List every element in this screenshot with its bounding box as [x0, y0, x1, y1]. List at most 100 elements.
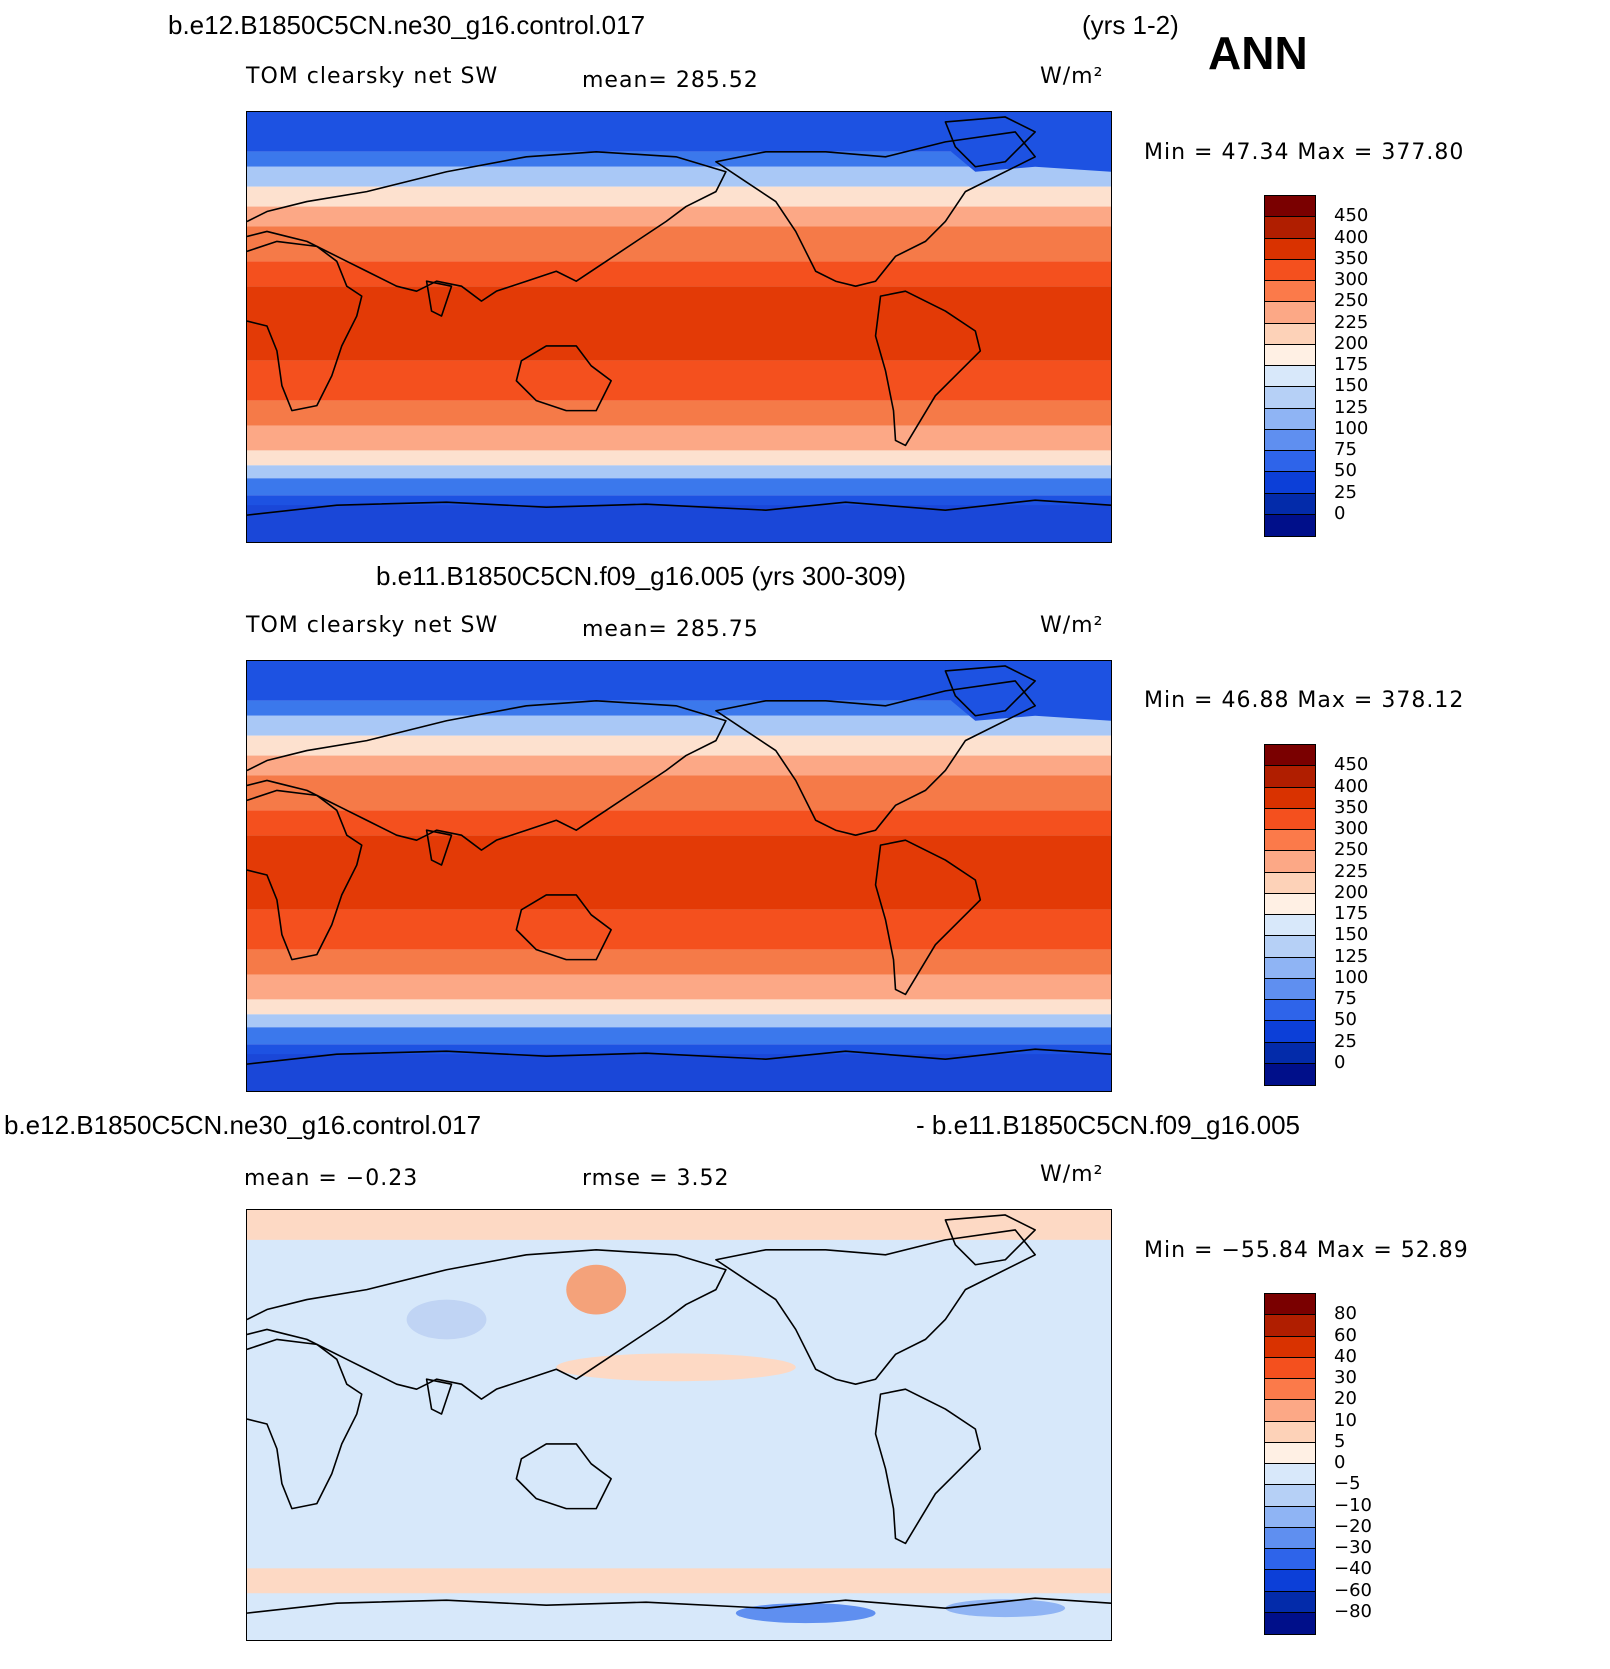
colorbar-swatch: [1265, 830, 1315, 852]
colorbar-swatch: [1265, 281, 1315, 303]
colorbar-tick-label: −60: [1334, 1579, 1372, 1601]
colorbar-tick-label: 400: [1334, 775, 1369, 797]
colorbar-swatch: [1265, 429, 1315, 451]
minmax-label: Min = 46.88 Max = 378.12: [1144, 688, 1465, 713]
colorbar-swatch: [1265, 196, 1315, 218]
colorbar-tick-label: 50: [1334, 1009, 1357, 1031]
colorbar-tick-label: 300: [1334, 818, 1369, 839]
colorbar-swatch: [1265, 808, 1315, 830]
colorbar-tick-label: 30: [1334, 1367, 1357, 1388]
variable-label: TOM clearsky net SW: [246, 613, 499, 638]
colorbar-tick-label: 125: [1334, 945, 1369, 967]
colorbar-swatch: [1265, 366, 1315, 388]
sw-field: [247, 112, 1111, 542]
colorbar-swatch: [1265, 1612, 1315, 1634]
colorbar-tick-label: 200: [1334, 332, 1369, 354]
colorbar-swatch: [1265, 344, 1315, 366]
colorbar-swatch: [1265, 493, 1315, 515]
colorbar-tick-label: 25: [1334, 1030, 1357, 1052]
colorbar-tick-label: 80: [1334, 1303, 1357, 1325]
colorbar-tick-label: 150: [1334, 924, 1369, 946]
colorbar-tick-label: 225: [1334, 311, 1369, 333]
case1-title: b.e12.B1850C5CN.ne30_g16.control.017: [168, 10, 646, 40]
colorbar-tick-label: 300: [1334, 269, 1369, 290]
colorbar-tick-label: −30: [1334, 1537, 1372, 1558]
colorbar-swatch: [1265, 1063, 1315, 1085]
diff-title-right: - b.e11.B1850C5CN.f09_g16.005: [916, 1110, 1301, 1140]
colorbar-swatch: [1265, 1336, 1315, 1358]
colorbar-swatch: [1265, 1421, 1315, 1443]
sw-field: [247, 661, 1111, 1091]
colorbar-tick-label: 0: [1334, 502, 1346, 524]
map-svg: [247, 1210, 1111, 1640]
colorbar-tick-label: 0: [1334, 1452, 1346, 1473]
colorbar-tick-label: 20: [1334, 1388, 1357, 1410]
years-label: (yrs 1-2): [1082, 10, 1179, 40]
colorbar-tick-label: 450: [1334, 205, 1369, 227]
colorbar-swatch: [1265, 1000, 1315, 1022]
colorbar-tick-label: 75: [1334, 988, 1357, 1009]
colorbar-tick-label: 25: [1334, 481, 1357, 503]
colorbar-tick-label: 100: [1334, 417, 1369, 439]
coastlines: [247, 116, 1111, 516]
colorbar-tick-label: 350: [1334, 796, 1369, 818]
colorbar: [1264, 195, 1316, 537]
colorbar-tick-label: 75: [1334, 439, 1357, 460]
colorbar-tick-label: −80: [1334, 1600, 1372, 1622]
colorbar-swatch: [1265, 957, 1315, 979]
map-panel-1: [246, 111, 1112, 543]
colorbar-tick-label: −5: [1334, 1473, 1361, 1495]
colorbar-tick-label: 5: [1334, 1430, 1346, 1452]
colorbar-tick-label: 450: [1334, 754, 1369, 776]
diff-title-left: b.e12.B1850C5CN.ne30_g16.control.017: [4, 1110, 482, 1140]
colorbar-swatch: [1265, 1464, 1315, 1486]
colorbar-swatch: [1265, 514, 1315, 536]
colorbar-swatch: [1265, 472, 1315, 494]
mean-label: mean = −0.23: [244, 1166, 419, 1191]
colorbar-swatch: [1265, 787, 1315, 809]
colorbar-tick-label: −10: [1334, 1494, 1372, 1516]
units-label: W/m²: [1040, 1162, 1104, 1187]
colorbar-swatch: [1265, 936, 1315, 958]
colorbar-swatch: [1265, 1021, 1315, 1043]
colorbar-swatch: [1265, 1591, 1315, 1613]
colorbar-swatch: [1265, 1400, 1315, 1422]
colorbar-tick-label: −40: [1334, 1558, 1372, 1580]
colorbar-tick-label: 175: [1334, 903, 1369, 924]
colorbar-swatch: [1265, 1294, 1315, 1316]
mean-label: mean= 285.75: [582, 617, 759, 642]
colorbar-swatch: [1265, 745, 1315, 767]
colorbar-swatch: [1265, 238, 1315, 260]
colorbar-tick-label: 10: [1334, 1409, 1357, 1431]
minmax-label: Min = −55.84 Max = 52.89: [1144, 1238, 1469, 1263]
colorbar-swatch: [1265, 1570, 1315, 1592]
colorbar-swatch: [1265, 217, 1315, 239]
colorbar-swatch: [1265, 851, 1315, 873]
colorbar-swatch: [1265, 387, 1315, 409]
minmax-label: Min = 47.34 Max = 377.80: [1144, 140, 1465, 165]
coastlines: [247, 665, 1111, 1065]
colorbar-tick-label: −20: [1334, 1515, 1372, 1537]
colorbar-swatch: [1265, 302, 1315, 324]
colorbar-swatch: [1265, 408, 1315, 430]
case2-title: b.e11.B1850C5CN.f09_g16.005 (yrs 300-309…: [376, 561, 906, 591]
mean-label: mean= 285.52: [582, 68, 759, 93]
colorbar-tick-label: 40: [1334, 1345, 1357, 1367]
colorbar-swatch: [1265, 1442, 1315, 1464]
colorbar-swatch: [1265, 915, 1315, 937]
colorbar-tick-label: 150: [1334, 375, 1369, 397]
colorbar-swatch: [1265, 978, 1315, 1000]
colorbar-swatch: [1265, 259, 1315, 281]
colorbar-swatch: [1265, 1357, 1315, 1379]
map-svg: [247, 112, 1111, 542]
colorbar-swatch: [1265, 1549, 1315, 1571]
colorbar-tick-label: 200: [1334, 881, 1369, 903]
colorbar-swatch: [1265, 1527, 1315, 1549]
units-label: W/m²: [1040, 613, 1104, 638]
units-label: W/m²: [1040, 64, 1104, 89]
colorbar-tick-label: 250: [1334, 290, 1369, 312]
colorbar: [1264, 744, 1316, 1086]
colorbar-tick-label: 350: [1334, 247, 1369, 269]
colorbar-tick-label: 50: [1334, 460, 1357, 482]
colorbar-tick-label: 0: [1334, 1051, 1346, 1073]
